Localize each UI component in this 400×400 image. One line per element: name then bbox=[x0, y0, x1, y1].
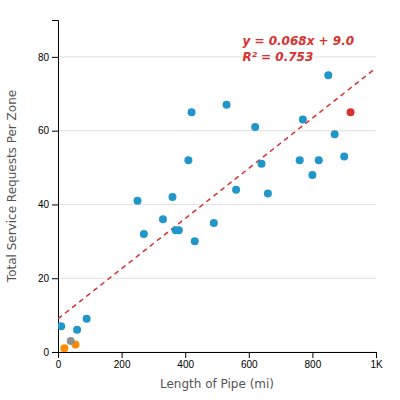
grid-line bbox=[58, 278, 376, 279]
chart: 0 200 400 600 800 1K 0 20 40 60 80 y = 0.068x + 9.0… bbox=[0, 0, 400, 400]
point bbox=[340, 152, 348, 160]
point bbox=[188, 108, 196, 116]
tick-mark bbox=[376, 352, 377, 358]
tick-mark bbox=[249, 352, 250, 358]
grid-line bbox=[58, 56, 376, 57]
x-axis: 0 200 400 600 800 1K bbox=[56, 352, 383, 370]
point bbox=[73, 326, 81, 334]
point bbox=[58, 322, 65, 330]
tick: 0 bbox=[43, 347, 58, 358]
grid-line bbox=[58, 130, 376, 131]
tick: 1K bbox=[370, 352, 383, 370]
y-axis-title: Total Service Requests Per Zone bbox=[5, 90, 19, 283]
tick-mark bbox=[122, 352, 123, 358]
tick: 400 bbox=[177, 352, 194, 370]
tick: 20 bbox=[38, 273, 58, 284]
point bbox=[210, 219, 218, 227]
tick-label: 800 bbox=[305, 359, 322, 370]
point bbox=[299, 116, 307, 124]
tick: 200 bbox=[114, 352, 131, 370]
tick-mark bbox=[52, 131, 58, 132]
point-series bbox=[67, 337, 75, 345]
annotation: y = 0.068x + 9.0 bbox=[242, 34, 354, 48]
tick-label: 600 bbox=[241, 359, 258, 370]
tick: 800 bbox=[305, 352, 322, 370]
tick-label: 60 bbox=[38, 125, 50, 136]
annotation: R² = 0.753 bbox=[242, 50, 313, 64]
tick-mark bbox=[185, 352, 186, 358]
axis-line bbox=[52, 21, 59, 353]
point bbox=[184, 156, 192, 164]
tick-mark bbox=[52, 352, 58, 353]
tick-mark bbox=[52, 278, 58, 279]
point bbox=[232, 186, 240, 194]
point bbox=[83, 315, 91, 323]
tick-label: 1K bbox=[370, 359, 383, 370]
tick-label: 400 bbox=[177, 359, 194, 370]
tick-label: 0 bbox=[43, 347, 49, 358]
point bbox=[347, 108, 355, 116]
point bbox=[258, 160, 266, 168]
tick: 600 bbox=[241, 352, 258, 370]
point bbox=[134, 197, 142, 205]
point-series bbox=[58, 71, 348, 334]
tick-label: 20 bbox=[38, 273, 50, 284]
x-axis-title: Length of Pipe (mi) bbox=[160, 377, 274, 391]
point bbox=[324, 71, 332, 79]
tick-label: 40 bbox=[38, 199, 50, 210]
point-series bbox=[347, 108, 355, 116]
point bbox=[60, 344, 68, 352]
point bbox=[315, 156, 323, 164]
tick-mark bbox=[52, 57, 58, 58]
tick: 0 bbox=[56, 352, 62, 370]
grid bbox=[58, 57, 376, 352]
tick-mark bbox=[312, 352, 313, 358]
tick-mark bbox=[52, 204, 58, 205]
point bbox=[175, 226, 183, 234]
tick-label: 80 bbox=[38, 52, 50, 63]
point bbox=[331, 130, 339, 138]
axis-line bbox=[59, 353, 377, 359]
tick-label: 200 bbox=[114, 359, 131, 370]
annotations: y = 0.068x + 9.0 R² = 0.753 bbox=[242, 34, 354, 64]
point bbox=[168, 193, 176, 201]
tick: 40 bbox=[38, 199, 58, 210]
grid-line bbox=[58, 204, 376, 205]
point bbox=[251, 123, 259, 131]
tick-label: 0 bbox=[56, 359, 62, 370]
point bbox=[67, 337, 75, 345]
point bbox=[159, 215, 167, 223]
point bbox=[296, 156, 304, 164]
point bbox=[191, 237, 199, 245]
point bbox=[223, 101, 231, 109]
marks bbox=[58, 68, 376, 352]
fit-line bbox=[58, 68, 376, 319]
point bbox=[308, 171, 316, 179]
tick: 80 bbox=[38, 52, 58, 63]
plot: 0 200 400 600 800 1K 0 20 40 60 80 y = 0.068x + 9.0… bbox=[38, 21, 383, 371]
point bbox=[264, 189, 272, 197]
tick: 60 bbox=[38, 125, 58, 136]
y-axis: 0 20 40 60 80 bbox=[38, 21, 59, 358]
point bbox=[140, 230, 148, 238]
